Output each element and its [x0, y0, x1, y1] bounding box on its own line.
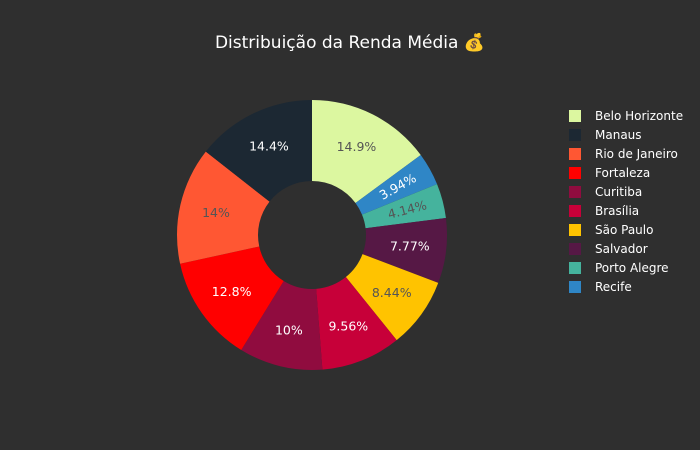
- slice-brasilia: [316, 277, 397, 370]
- legend-swatch: [569, 204, 581, 217]
- legend-item-brasilia[interactable]: Brasília: [569, 201, 683, 220]
- legend-item-manaus[interactable]: Manaus: [569, 125, 683, 144]
- slice-recife: [355, 155, 438, 215]
- legend-label: Rio de Janeiro: [595, 146, 678, 161]
- legend-label: Porto Alegre: [595, 260, 669, 275]
- legend-swatch: [569, 128, 581, 141]
- legend-item-rio-de-janeiro[interactable]: Rio de Janeiro: [569, 144, 683, 163]
- legend-label: Curitiba: [595, 184, 643, 199]
- legend-label: Fortaleza: [595, 165, 651, 180]
- legend-swatch: [569, 147, 581, 160]
- slice-salvador: [362, 218, 447, 283]
- legend-label: Belo Horizonte: [595, 108, 684, 123]
- legend-item-salvador[interactable]: Salvador: [569, 239, 683, 258]
- legend-swatch: [569, 166, 581, 179]
- slice-sao-paulo: [345, 254, 439, 341]
- slice-rio-de-janeiro: [177, 151, 270, 264]
- legend-item-fortaleza[interactable]: Fortaleza: [569, 163, 683, 182]
- legend-swatch: [569, 185, 581, 198]
- legend-item-belo-horizonte[interactable]: Belo Horizonte: [569, 106, 683, 125]
- chart-legend: Belo Horizonte Manaus Rio de Janeiro Fortal…: [569, 106, 683, 296]
- slice-label-sao-paulo: 8.44%: [372, 285, 412, 300]
- slice-label-rio-de-janeiro: 14%: [202, 205, 230, 220]
- legend-label: Recife: [595, 279, 632, 294]
- slice-label-curitiba: 10%: [275, 323, 303, 338]
- slice-porto-alegre: [362, 184, 446, 229]
- legend-item-sao-paulo[interactable]: São Paulo: [569, 220, 683, 239]
- legend-label: Manaus: [595, 127, 642, 142]
- legend-swatch: [569, 223, 581, 236]
- legend-label: São Paulo: [595, 222, 654, 237]
- slice-label-fortaleza: 12.8%: [212, 284, 252, 299]
- legend-swatch: [569, 280, 581, 293]
- legend-item-recife[interactable]: Recife: [569, 277, 683, 296]
- slice-label-brasilia: 9.56%: [328, 319, 368, 334]
- legend-item-porto-alegre[interactable]: Porto Alegre: [569, 258, 683, 277]
- legend-swatch: [569, 242, 581, 255]
- slice-fortaleza: [180, 246, 284, 350]
- slice-manaus: [205, 100, 312, 202]
- chart-title: Distribuição da Renda Média 💰: [214, 33, 486, 53]
- legend-label: Brasília: [595, 203, 640, 218]
- legend-swatch: [569, 261, 581, 274]
- legend-label: Salvador: [595, 241, 648, 256]
- slice-belo-horizonte: [312, 100, 421, 204]
- legend-item-curitiba[interactable]: Curitiba: [569, 182, 683, 201]
- slice-label-belo-horizonte: 14.9%: [337, 139, 377, 154]
- slice-label-manaus: 14.4%: [249, 138, 289, 153]
- legend-swatch: [569, 109, 581, 122]
- slice-label-salvador: 7.77%: [390, 239, 430, 254]
- slice-curitiba: [241, 280, 323, 370]
